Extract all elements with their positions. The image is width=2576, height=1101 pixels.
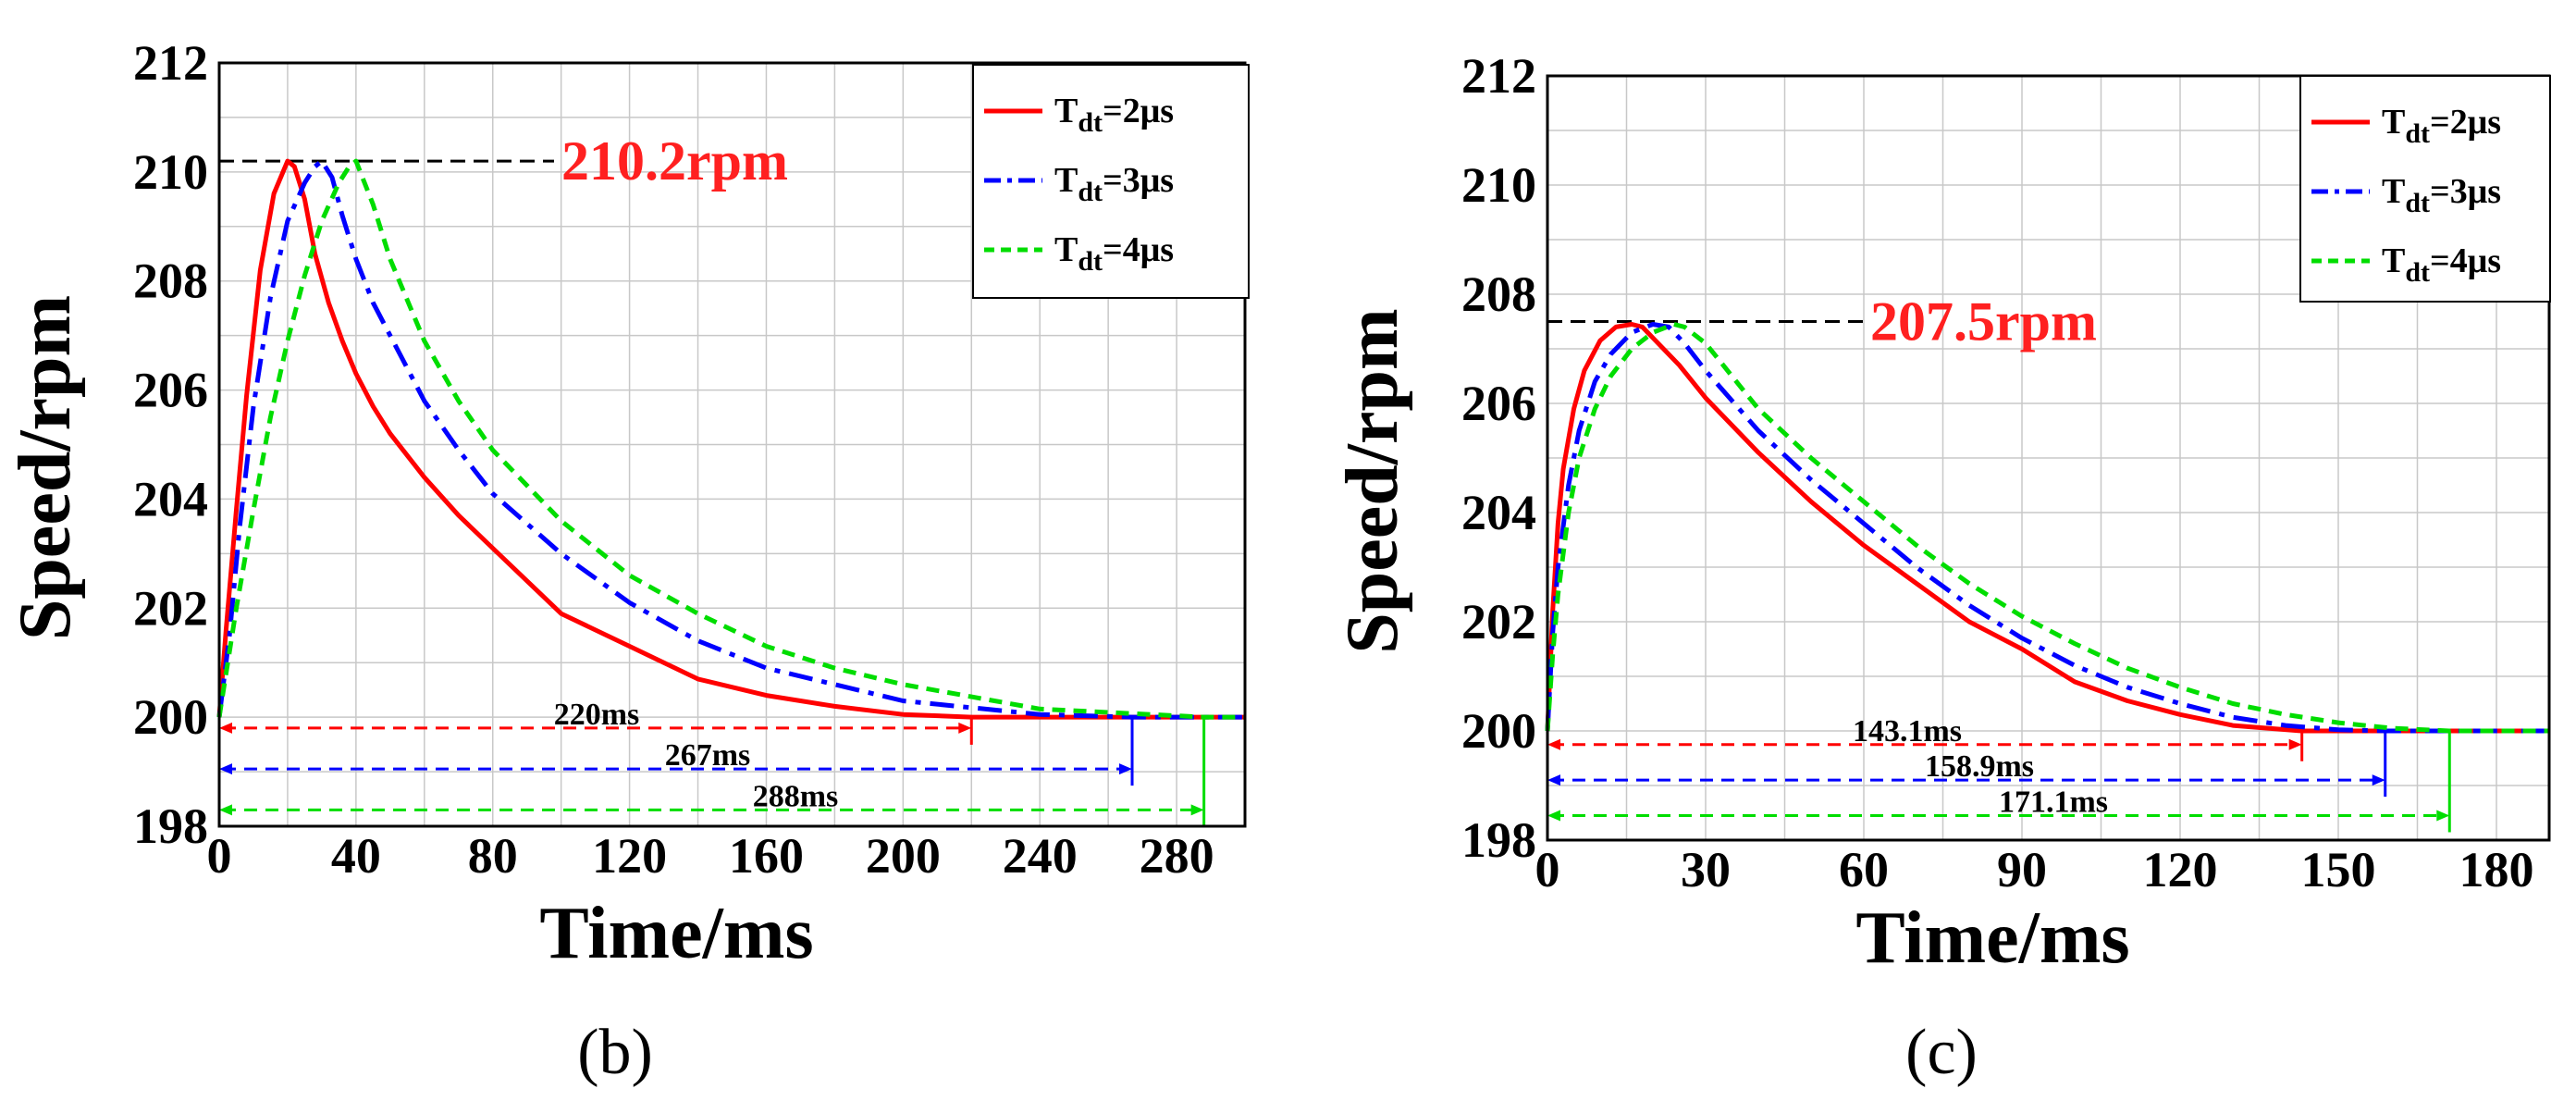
- x-tick-label: 200: [866, 828, 941, 884]
- duration-marker-3: 288ms: [219, 717, 1206, 827]
- legend-label-2: Tdt=3μs: [2382, 172, 2501, 218]
- legend: Tdt=2μs Tdt=3μs Tdt=4μs: [972, 64, 1250, 299]
- y-tick-label: 198: [1461, 812, 1536, 868]
- peak-annotation: 210.2rpm: [561, 130, 788, 192]
- duration-arrowhead-left: [1547, 774, 1560, 786]
- duration-arrowhead-right: [958, 722, 972, 734]
- x-tick-label: 120: [592, 828, 667, 884]
- legend: Tdt=2μs Tdt=3μs Tdt=4μs: [2299, 75, 2551, 303]
- y-axis-title: Speed/rpm: [5, 295, 86, 640]
- duration-label: 158.9ms: [1925, 749, 2034, 784]
- duration-label: 143.1ms: [1853, 714, 1962, 748]
- legend-box: [2299, 75, 2551, 303]
- duration-marker-2: 267ms: [219, 717, 1134, 786]
- x-tick-label: 60: [1839, 842, 1889, 897]
- duration-marker-3: 171.1ms: [1547, 731, 2451, 833]
- x-tick-label: 30: [1681, 842, 1731, 897]
- y-axis-title: Speed/rpm: [1332, 308, 1413, 653]
- duration-marker-1: 143.1ms: [1547, 714, 2304, 761]
- y-tick-label: 208: [1461, 266, 1536, 322]
- y-tick-label: 210: [133, 144, 208, 200]
- duration-arrowhead-left: [219, 722, 232, 734]
- series-line-1: [216, 158, 1245, 720]
- axes-frame: [217, 61, 1247, 828]
- y-tick-label: 202: [1461, 594, 1536, 649]
- duration-label: 288ms: [753, 779, 839, 813]
- x-tick-label: 80: [468, 828, 518, 884]
- x-axis-title: Time/ms: [539, 893, 813, 974]
- y-tick-label: 204: [1461, 485, 1536, 540]
- series-line-1: [1545, 322, 2549, 734]
- panel-label: (c): [1905, 1017, 1978, 1088]
- legend-label-3: Tdt=4μs: [1054, 230, 1174, 277]
- x-tick-label: 0: [207, 828, 232, 884]
- duration-arrowhead-right: [1119, 763, 1133, 775]
- x-tick-label: 40: [331, 828, 381, 884]
- y-tick-label: 212: [133, 35, 208, 91]
- x-axis-title: Time/ms: [1855, 897, 2129, 979]
- duration-arrowhead-right: [2436, 810, 2450, 822]
- duration-label: 220ms: [554, 698, 640, 732]
- series-line-3: [1545, 322, 2549, 734]
- y-tick-label: 204: [133, 471, 208, 526]
- legend-label-3: Tdt=4μs: [2382, 241, 2501, 288]
- duration-label: 171.1ms: [1999, 785, 2108, 819]
- y-tick-label: 198: [133, 798, 208, 854]
- duration-label: 267ms: [665, 738, 751, 773]
- y-tick-label: 202: [133, 580, 208, 636]
- duration-arrowhead-left: [219, 763, 232, 775]
- x-tick-label: 0: [1535, 842, 1560, 897]
- duration-arrowhead-right: [2288, 738, 2302, 750]
- x-tick-label: 120: [2143, 842, 2218, 897]
- peak-annotation: 207.5rpm: [1870, 291, 2097, 353]
- duration-arrowhead-left: [219, 804, 232, 816]
- duration-marker-2: 158.9ms: [1547, 731, 2387, 798]
- x-tick-label: 180: [2459, 842, 2534, 897]
- y-tick-label: 212: [1461, 48, 1536, 104]
- legend-label-2: Tdt=3μs: [1054, 161, 1174, 207]
- series-line-2: [1545, 322, 2549, 734]
- series-line-2: [216, 158, 1245, 720]
- duration-arrowhead-left: [1547, 738, 1560, 750]
- y-tick-label: 208: [133, 254, 208, 309]
- legend-label-1: Tdt=2μs: [1054, 92, 1174, 138]
- x-tick-label: 90: [1997, 842, 2047, 897]
- y-tick-label: 200: [133, 689, 208, 745]
- x-tick-label: 240: [1003, 828, 1078, 884]
- panel-label: (b): [577, 1017, 653, 1088]
- x-tick-label: 150: [2301, 842, 2376, 897]
- duration-marker-1: 220ms: [219, 698, 973, 745]
- y-tick-label: 200: [1461, 703, 1536, 759]
- series-line-3: [216, 158, 1245, 720]
- axes-frame: [1546, 74, 2551, 842]
- duration-arrowhead-right: [1190, 804, 1204, 816]
- x-tick-label: 280: [1140, 828, 1214, 884]
- y-tick-label: 206: [1461, 376, 1536, 431]
- y-tick-label: 206: [133, 363, 208, 418]
- legend-label-1: Tdt=2μs: [2382, 103, 2501, 149]
- y-tick-label: 210: [1461, 157, 1536, 213]
- duration-arrowhead-left: [1547, 810, 1560, 822]
- x-tick-label: 160: [729, 828, 804, 884]
- duration-arrowhead-right: [2372, 774, 2385, 786]
